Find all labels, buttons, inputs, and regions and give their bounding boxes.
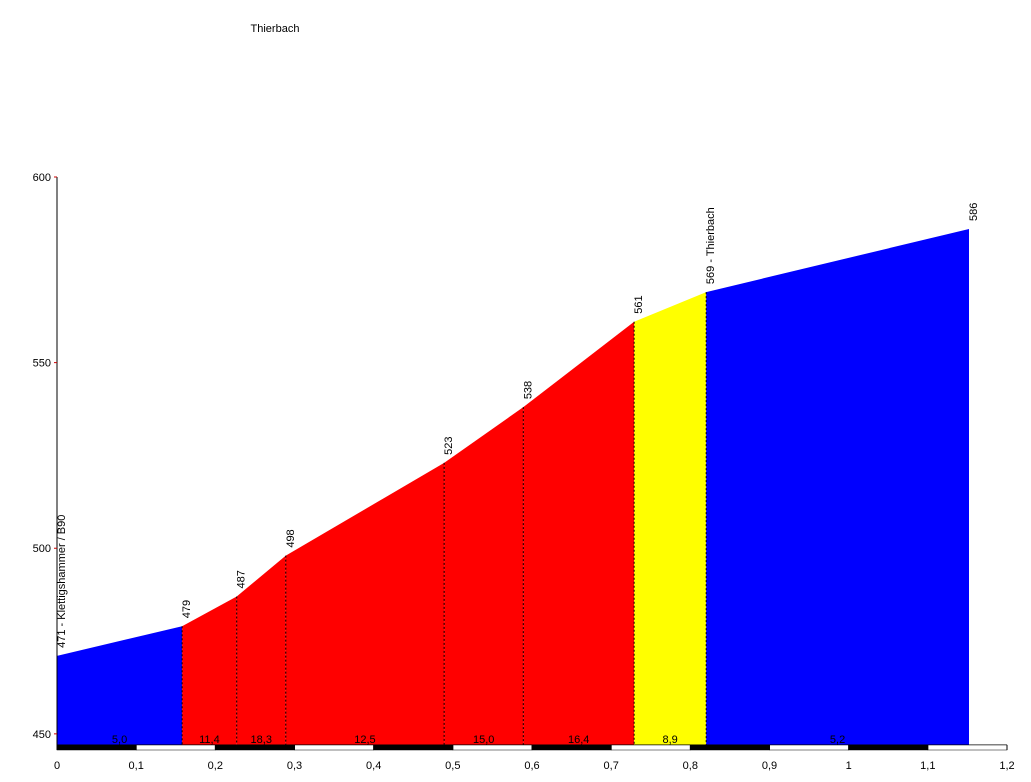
- x-tick-label: 0,5: [445, 760, 460, 772]
- gradient-label: 5,2: [830, 734, 845, 746]
- gradient-label: 5,0: [112, 734, 127, 746]
- scale-bar: [927, 744, 1008, 751]
- gradient-label: 11,4: [199, 734, 220, 746]
- scale-bar: [848, 744, 929, 751]
- gradient-label: 18,3: [251, 734, 272, 746]
- profile-segment: [285, 462, 445, 745]
- y-tick-label: 550: [33, 358, 51, 370]
- x-tick-label: 0,6: [524, 760, 539, 772]
- y-tick-label: 500: [33, 543, 51, 555]
- scale-bar: [452, 744, 533, 751]
- point-label: 586: [968, 203, 980, 221]
- gradient-label: 16,4: [568, 734, 589, 746]
- x-tick-label: 0,9: [762, 760, 777, 772]
- scale-bar: [690, 744, 770, 751]
- scale-bar: [531, 744, 612, 751]
- point-label: 538: [522, 381, 534, 399]
- x-tick-label: 1,2: [999, 760, 1014, 772]
- point-label: 569 - Thierbach: [705, 207, 717, 284]
- scale-bar: [294, 744, 374, 751]
- x-tick-label: 0: [54, 760, 60, 772]
- chart-title: Thierbach: [251, 23, 300, 35]
- profile-segment: [57, 626, 183, 745]
- point-label: 498: [285, 529, 297, 547]
- x-tick-label: 0,1: [129, 760, 144, 772]
- scale-bar: [373, 744, 454, 751]
- profile-segment: [634, 292, 707, 745]
- point-label: 523: [443, 436, 455, 454]
- x-tick-label: 0,8: [683, 760, 698, 772]
- profile-segment: [706, 228, 969, 745]
- y-tick-label: 450: [33, 729, 51, 741]
- x-tick-label: 0,7: [604, 760, 619, 772]
- point-label: 487: [236, 570, 248, 588]
- gradient-label: 15,0: [473, 734, 494, 746]
- scale-bar: [769, 744, 849, 751]
- point-label: 561: [633, 295, 645, 313]
- x-tick-label: 0,3: [287, 760, 302, 772]
- profile-segment: [444, 407, 524, 745]
- point-label: 479: [181, 600, 193, 618]
- scale-bar: [610, 744, 691, 751]
- scale-bar: [215, 744, 295, 751]
- gradient-label: 12,5: [354, 734, 375, 746]
- profile-segment: [236, 555, 286, 745]
- scale-bar: [56, 744, 137, 751]
- profile-segment: [523, 321, 635, 745]
- gradient-label: 8,9: [662, 734, 677, 746]
- x-tick-label: 0,2: [208, 760, 223, 772]
- profile-segment: [182, 596, 237, 745]
- point-label: 471 - Klettigshammer / B90: [56, 515, 68, 648]
- y-tick-label: 600: [33, 172, 51, 184]
- x-tick-label: 0,4: [366, 760, 381, 772]
- x-tick-label: 1,1: [920, 760, 935, 772]
- x-tick-label: 1: [846, 760, 852, 772]
- scale-bar: [135, 744, 216, 751]
